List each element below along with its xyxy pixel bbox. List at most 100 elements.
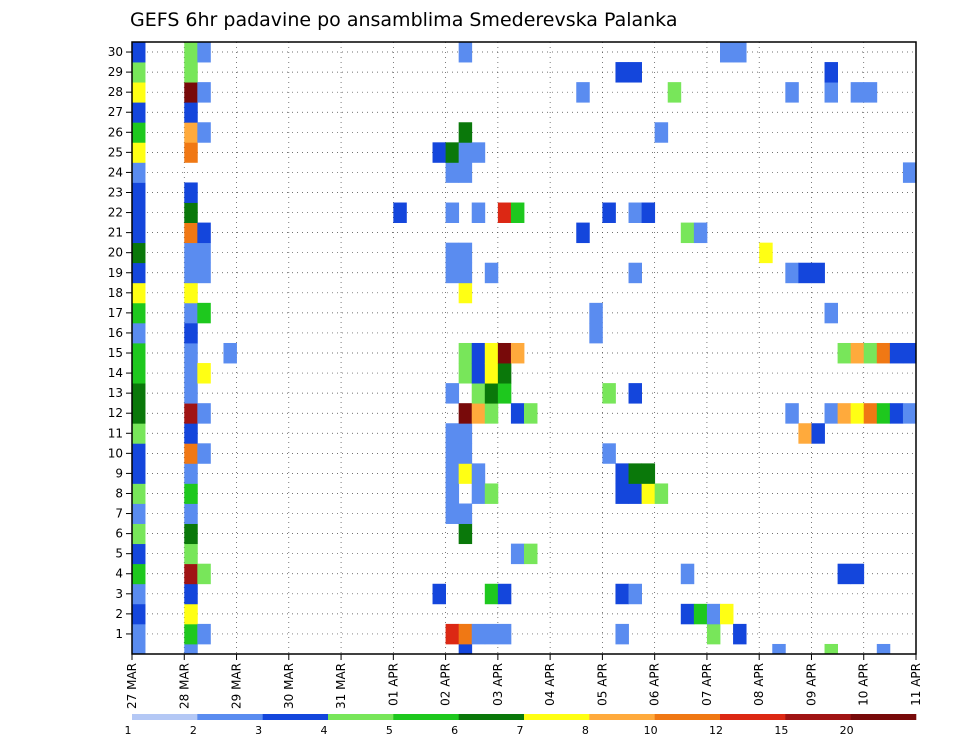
y-tick-label: 28	[108, 85, 123, 99]
precip-cell	[484, 623, 499, 645]
precip-cell	[132, 282, 146, 304]
precip-cell	[785, 82, 799, 103]
precip-cell	[132, 583, 146, 605]
precip-cell	[184, 583, 198, 605]
precip-cell	[197, 262, 211, 284]
precip-cell	[184, 403, 198, 424]
precip-cell	[184, 302, 198, 324]
y-tick-label: 5	[115, 547, 123, 561]
precip-cell	[863, 342, 878, 364]
precip-cell	[197, 623, 211, 645]
y-axis: 1234567891011121314151617181920212223242…	[108, 45, 132, 641]
y-tick-label: 6	[115, 527, 123, 541]
y-tick-label: 19	[108, 266, 123, 280]
precip-cell	[432, 142, 446, 163]
precip-cell	[132, 383, 146, 404]
precip-cell	[615, 62, 629, 83]
precip-cell	[132, 122, 146, 143]
precip-cell	[484, 403, 499, 424]
precip-cell	[471, 483, 486, 504]
precip-cell	[641, 483, 656, 504]
precip-cell	[510, 403, 525, 424]
precip-cell	[589, 322, 603, 344]
precip-cell	[184, 423, 198, 444]
precip-cell	[132, 262, 146, 284]
precip-cell	[850, 82, 865, 103]
precip-cell	[132, 643, 146, 655]
precip-cell	[184, 202, 198, 223]
precip-cell	[132, 202, 146, 223]
precip-cell	[863, 82, 878, 103]
colorbar-label: 3	[255, 724, 262, 737]
y-tick-label: 14	[108, 366, 123, 380]
x-tick-label: 10 APR	[857, 663, 871, 706]
precip-cell	[471, 623, 486, 645]
colorbar-swatch	[850, 714, 917, 720]
y-tick-label: 16	[108, 326, 123, 340]
colorbar: 1 2 3 4 5 6 7 8 10 12 15 20	[125, 714, 917, 737]
precip-cell	[850, 403, 865, 424]
precip-cell	[393, 202, 407, 223]
colorbar-swatch	[785, 714, 851, 720]
precip-cell	[458, 643, 473, 655]
precip-cell	[184, 463, 198, 484]
x-tick-label: 27 MAR	[125, 663, 139, 709]
precip-cell	[184, 503, 198, 524]
precip-cell	[184, 42, 198, 63]
precip-cell	[445, 383, 460, 404]
precip-cell	[197, 443, 211, 464]
precip-cells	[132, 42, 917, 655]
precip-cell	[615, 583, 629, 605]
y-tick-label: 27	[108, 105, 123, 119]
precip-cell	[184, 82, 198, 103]
precip-cell	[680, 222, 695, 244]
y-tick-label: 1	[115, 627, 123, 641]
colorbar-swatch	[524, 714, 590, 720]
precip-cell	[837, 403, 852, 424]
precip-cell	[850, 342, 865, 364]
precip-cell	[628, 483, 642, 504]
precip-cell	[445, 483, 460, 504]
precip-cell	[602, 202, 616, 223]
x-axis: 27 MAR 28 MAR 29 MAR 30 MAR 31 MAR 01 APR 02 A…	[125, 654, 923, 709]
precip-cell	[197, 403, 211, 424]
precip-cell	[132, 483, 146, 504]
precip-cell	[863, 403, 878, 424]
precip-cell	[759, 242, 773, 264]
y-tick-label: 20	[108, 246, 123, 260]
precip-cell	[733, 623, 747, 645]
plot-frame	[131, 41, 917, 655]
precip-cell	[837, 563, 852, 585]
precip-cell	[576, 82, 590, 103]
precip-cell	[706, 623, 721, 645]
precip-cell	[184, 383, 198, 404]
precip-cell	[458, 523, 473, 545]
precip-cell	[589, 302, 603, 324]
colorbar-label: 20	[840, 724, 854, 737]
precip-cell	[132, 302, 146, 324]
x-tick-label: 28 MAR	[177, 663, 191, 709]
precip-cell	[458, 342, 473, 364]
y-tick-label: 25	[108, 145, 123, 159]
y-tick-label: 11	[108, 426, 123, 440]
precip-cell	[876, 342, 891, 364]
precip-cell	[889, 342, 904, 364]
precip-cell	[772, 643, 786, 655]
precip-cell	[654, 122, 669, 143]
precip-cell	[628, 262, 642, 284]
precip-cell	[184, 62, 198, 83]
precip-cell	[445, 443, 460, 464]
precip-cell	[458, 42, 473, 63]
precip-cell	[132, 603, 146, 625]
precip-cell	[641, 202, 656, 223]
precip-cell	[132, 182, 146, 203]
y-tick-label: 7	[115, 507, 123, 521]
colorbar-swatch	[393, 714, 459, 720]
colorbar-label: 8	[582, 724, 589, 737]
precip-cell	[484, 262, 499, 284]
x-tick-label: 29 MAR	[230, 663, 244, 709]
precip-cell	[497, 202, 512, 223]
y-tick-label: 30	[108, 45, 123, 59]
precip-cell	[824, 643, 838, 655]
